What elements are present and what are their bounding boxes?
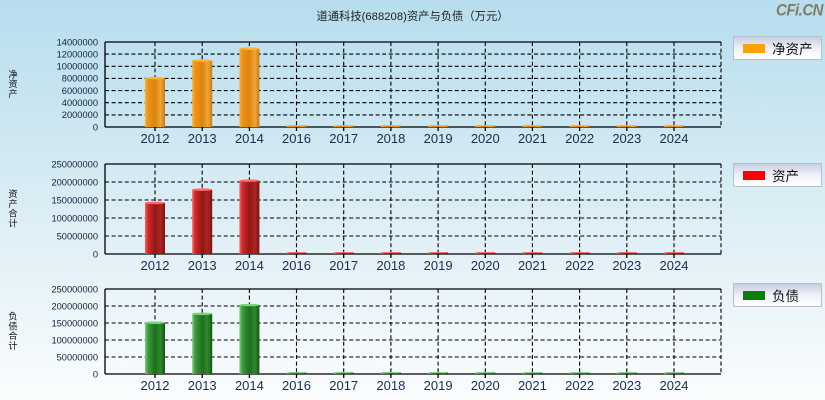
svg-text:0: 0 [93, 122, 98, 132]
svg-text:计: 计 [8, 340, 17, 351]
svg-text:50000000: 50000000 [57, 352, 98, 362]
svg-text:2019: 2019 [424, 378, 453, 393]
svg-text:2018: 2018 [376, 258, 405, 273]
svg-text:2013: 2013 [188, 378, 217, 393]
svg-text:2017: 2017 [329, 258, 358, 273]
svg-text:8000000: 8000000 [62, 74, 98, 84]
svg-text:2020: 2020 [471, 131, 500, 146]
svg-text:2022: 2022 [565, 131, 594, 146]
svg-text:2012: 2012 [141, 131, 170, 146]
svg-text:100000000: 100000000 [51, 213, 98, 223]
svg-text:资: 资 [8, 189, 17, 199]
svg-text:200000000: 200000000 [51, 177, 98, 187]
svg-text:负: 负 [8, 311, 17, 322]
svg-text:2000000: 2000000 [62, 110, 98, 120]
svg-text:2023: 2023 [612, 378, 641, 393]
svg-text:2014: 2014 [235, 258, 264, 273]
svg-text:2012: 2012 [141, 378, 170, 393]
svg-text:2018: 2018 [376, 131, 405, 146]
svg-text:100000000: 100000000 [51, 335, 98, 345]
svg-text:计: 计 [8, 217, 17, 228]
svg-text:6000000: 6000000 [62, 86, 98, 96]
svg-text:合: 合 [8, 330, 17, 341]
svg-text:2014: 2014 [235, 131, 264, 146]
svg-text:2019: 2019 [424, 131, 453, 146]
svg-text:150000000: 150000000 [51, 195, 98, 205]
svg-text:2024: 2024 [660, 258, 689, 273]
svg-text:150000000: 150000000 [51, 318, 98, 328]
svg-text:2020: 2020 [471, 258, 500, 273]
svg-text:2023: 2023 [612, 258, 641, 273]
svg-text:250000000: 250000000 [51, 159, 98, 169]
svg-text:2017: 2017 [329, 131, 358, 146]
svg-text:14000000: 14000000 [57, 37, 98, 47]
svg-text:产: 产 [8, 198, 17, 209]
svg-text:2023: 2023 [612, 131, 641, 146]
svg-text:产: 产 [8, 88, 17, 99]
svg-text:2013: 2013 [188, 258, 217, 273]
svg-text:2013: 2013 [188, 131, 217, 146]
svg-text:2022: 2022 [565, 378, 594, 393]
svg-text:2016: 2016 [282, 258, 311, 273]
svg-text:0: 0 [93, 249, 98, 259]
svg-text:4000000: 4000000 [62, 98, 98, 108]
svg-text:2021: 2021 [518, 258, 547, 273]
svg-text:2019: 2019 [424, 258, 453, 273]
svg-text:2024: 2024 [660, 131, 689, 146]
svg-text:2021: 2021 [518, 131, 547, 146]
svg-text:2014: 2014 [235, 378, 264, 393]
svg-text:0: 0 [93, 369, 98, 379]
svg-text:债: 债 [8, 320, 17, 331]
svg-text:净: 净 [8, 68, 17, 79]
svg-text:2024: 2024 [660, 378, 689, 393]
svg-text:2022: 2022 [565, 258, 594, 273]
svg-text:2018: 2018 [376, 378, 405, 393]
svg-text:合: 合 [8, 208, 17, 219]
svg-text:2021: 2021 [518, 378, 547, 393]
svg-text:2016: 2016 [282, 378, 311, 393]
svg-text:2017: 2017 [329, 378, 358, 393]
svg-text:200000000: 200000000 [51, 301, 98, 311]
svg-text:2020: 2020 [471, 378, 500, 393]
svg-text:2016: 2016 [282, 131, 311, 146]
svg-text:2012: 2012 [141, 258, 170, 273]
svg-text:10000000: 10000000 [57, 62, 98, 72]
svg-text:50000000: 50000000 [57, 231, 98, 241]
svg-text:12000000: 12000000 [57, 49, 98, 59]
svg-text:250000000: 250000000 [51, 284, 98, 294]
svg-text:资: 资 [8, 79, 17, 89]
